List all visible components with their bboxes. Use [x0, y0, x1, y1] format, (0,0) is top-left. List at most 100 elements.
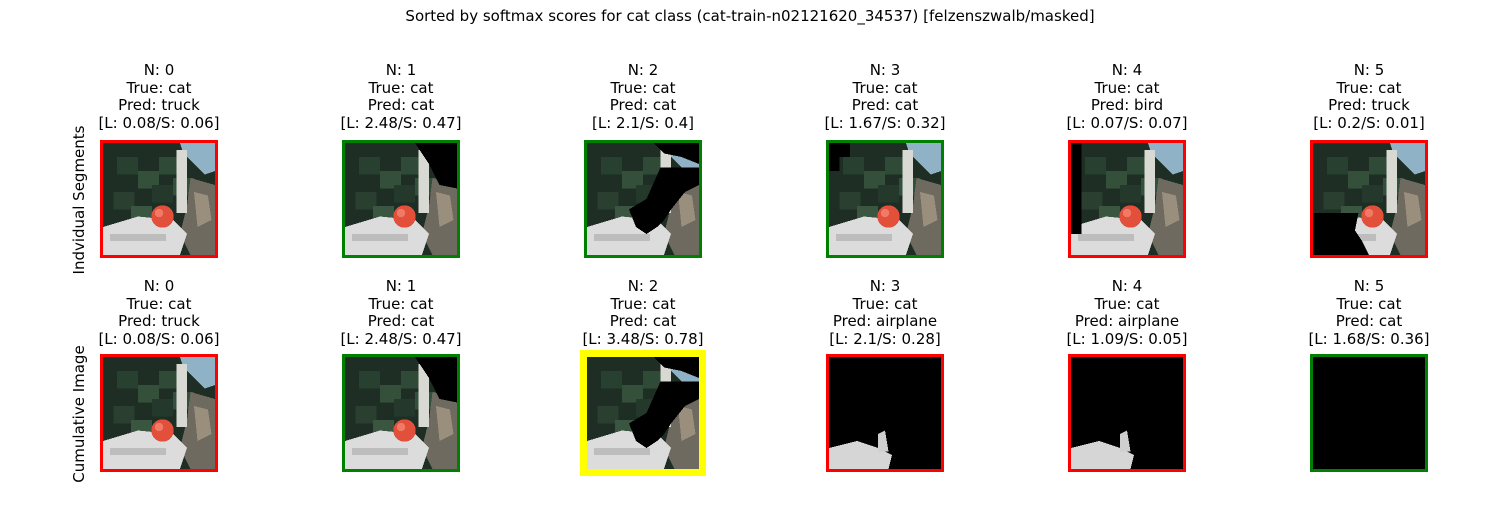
panel-index: N: 1 [385, 61, 417, 79]
panel-title: N: 0 True: cat Pred: truck [L: 0.08/S: 0.06… [74, 277, 244, 348]
segment-thumbnail [584, 140, 702, 258]
red-ball-highlight [1364, 208, 1374, 218]
pred-label: Pred: truck [118, 96, 200, 114]
panel-title: N: 4 True: cat Pred: bird [L: 0.07/S: 0.07] [1042, 61, 1212, 132]
true-label: True: cat [1094, 78, 1160, 97]
foliage-patch [839, 192, 861, 210]
foliage-patch [401, 157, 422, 175]
cloth-fold [352, 448, 408, 455]
foliage-patch [1127, 157, 1148, 175]
foliage-patch [643, 157, 664, 175]
foliage-patch [401, 371, 422, 389]
foliage-patch [380, 385, 401, 403]
red-ball-highlight [396, 422, 406, 432]
white-post [1386, 150, 1397, 213]
thumbnail-image [829, 143, 941, 255]
segment-thumbnail [580, 350, 706, 476]
panel-title: N: 3 True: cat Pred: cat [L: 1.67/S: 0.32] [800, 61, 970, 132]
thumbnail-image [587, 143, 699, 255]
score-label: [L: 0.08/S: 0.06] [98, 113, 220, 132]
segment-thumbnail [1068, 140, 1186, 258]
visible-segment [1071, 441, 1134, 469]
panel-title: N: 5 True: cat Pred: truck [L: 0.2/S: 0.01] [1284, 61, 1454, 132]
foliage-patch [152, 185, 173, 203]
score-label: [L: 2.48/S: 0.47] [340, 329, 462, 348]
foliage-patch [117, 371, 138, 389]
panel-index: N: 5 [1353, 277, 1385, 295]
panel-title: N: 1 True: cat Pred: cat [L: 2.48/S: 0.47] [316, 61, 486, 132]
white-post [176, 150, 187, 213]
pred-label: Pred: cat [851, 96, 919, 114]
white-post [1144, 150, 1155, 213]
masked-region [653, 357, 699, 378]
segment-thumbnail [1310, 354, 1428, 472]
visible-segment [1120, 430, 1131, 452]
foliage-patch [864, 171, 885, 189]
white-post [418, 364, 429, 427]
foliage-patch [885, 157, 906, 175]
foliage-patch [601, 371, 622, 389]
segment-thumbnail [826, 354, 944, 472]
red-ball [1361, 205, 1384, 228]
red-ball [151, 205, 174, 228]
panel-index: N: 0 [143, 61, 175, 79]
pred-label: Pred: airplane [832, 312, 938, 330]
true-label: True: cat [852, 294, 918, 313]
cat-fur [194, 406, 212, 441]
white-post [176, 364, 187, 427]
masked-region [1071, 143, 1082, 234]
foliage-patch [113, 406, 135, 424]
pred-label: Pred: bird [1090, 96, 1164, 114]
panel-title: N: 5 True: cat Pred: cat [L: 1.68/S: 0.36] [1284, 277, 1454, 348]
true-label: True: cat [126, 294, 192, 313]
red-ball-highlight [154, 208, 164, 218]
foliage-patch [878, 185, 899, 203]
true-label: True: cat [368, 78, 434, 97]
true-label: True: cat [1336, 78, 1402, 97]
foliage-patch [159, 157, 180, 175]
red-ball-highlight [880, 208, 890, 218]
white-post [902, 150, 913, 213]
foliage-patch [643, 371, 664, 389]
foliage-patch [1323, 192, 1345, 210]
foliage-patch [1081, 192, 1103, 210]
thumbnail-image [587, 357, 699, 469]
cat-fur [678, 192, 696, 227]
foliage-patch [355, 406, 377, 424]
masked-region [629, 381, 699, 448]
foliage-patch [355, 192, 377, 210]
pred-label: Pred: cat [367, 312, 435, 330]
cloth-fold [110, 448, 166, 455]
pred-label: Pred: cat [1335, 312, 1403, 330]
panel-index: N: 2 [627, 277, 659, 295]
cloth-fold [352, 234, 408, 241]
foliage-patch [359, 371, 380, 389]
thumbnail-image [829, 357, 941, 469]
foliage-patch [1106, 171, 1127, 189]
foliage-patch [597, 192, 619, 210]
segment-thumbnail [342, 354, 460, 472]
foliage-patch [1348, 171, 1369, 189]
score-label: [L: 1.09/S: 0.05] [1066, 329, 1188, 348]
cloth-fold [594, 234, 650, 241]
panel-index: N: 5 [1353, 61, 1385, 79]
red-ball-highlight [1122, 208, 1132, 218]
segment-thumbnail [342, 140, 460, 258]
score-label: [L: 2.48/S: 0.47] [340, 113, 462, 132]
masked-region [415, 357, 457, 403]
sky-region [180, 357, 215, 389]
cloth-fold [594, 448, 650, 455]
panel-title: N: 2 True: cat Pred: cat [L: 3.48/S: 0.78] [558, 277, 728, 348]
foliage-patch [152, 399, 173, 417]
white-post [418, 150, 429, 213]
cloth-fold [1078, 234, 1134, 241]
masked-region [415, 143, 457, 189]
thumbnail-image [1313, 357, 1425, 469]
red-ball [877, 205, 900, 228]
true-label: True: cat [852, 78, 918, 97]
foliage-patch [1327, 157, 1348, 175]
panel-title: N: 0 True: cat Pred: truck [L: 0.08/S: 0.06… [74, 61, 244, 132]
red-ball [1119, 205, 1142, 228]
thumbnail-image [1313, 143, 1425, 255]
pred-label: Pred: cat [367, 96, 435, 114]
